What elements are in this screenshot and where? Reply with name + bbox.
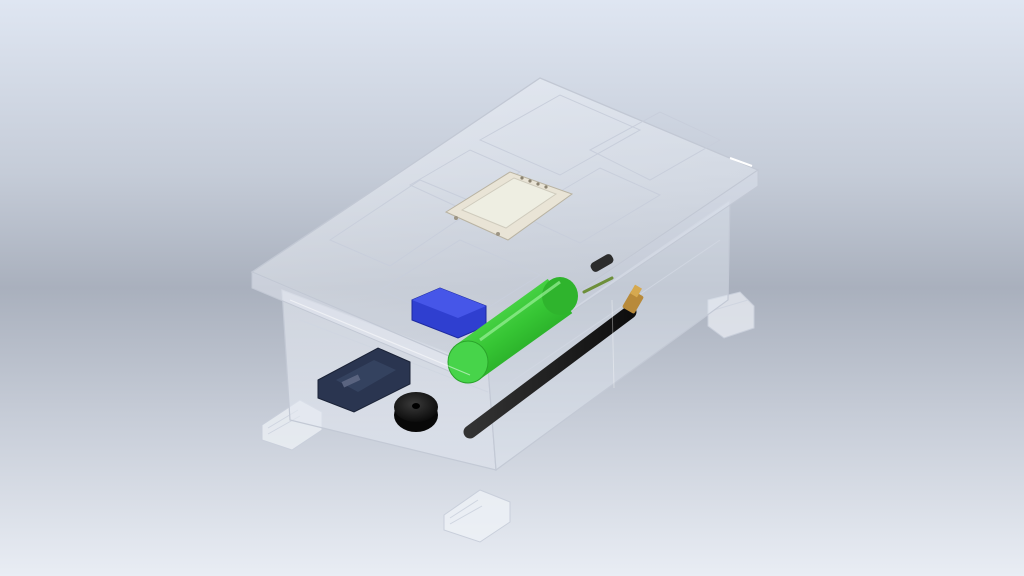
buzzer [394,392,438,432]
small-component [582,254,614,294]
battery-cell [447,277,578,384]
enclosure-front-edge [289,299,615,389]
blue-module [411,287,487,339]
antenna [463,305,637,439]
sma-connector [622,284,644,314]
mounting-feet [261,291,755,543]
foot-bottom [443,489,511,543]
foot-right [707,291,755,339]
pcb-board [317,347,411,413]
oled-display-module [444,171,574,241]
